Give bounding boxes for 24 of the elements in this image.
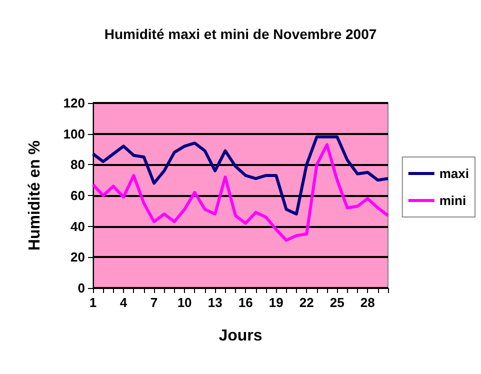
y-tick-label: 0 (78, 280, 85, 296)
x-tick-label: 7 (150, 295, 158, 310)
y-tick-label: 20 (70, 250, 85, 265)
chart-title: Humidité maxi et mini de Novembre 2007 (104, 26, 377, 42)
x-tick-label: 22 (299, 295, 314, 310)
legend-label: maxi (439, 166, 470, 181)
legend-label: mini (439, 193, 466, 208)
x-tick-label: 10 (177, 295, 192, 310)
y-tick-label: 40 (70, 218, 85, 234)
x-tick-label: 1 (89, 295, 97, 310)
line-series (92, 143, 390, 242)
x-tick-label: 19 (268, 295, 284, 310)
y-tick-label: 100 (63, 126, 85, 142)
x-tick-label: 16 (238, 295, 253, 310)
x-tick-label: 28 (360, 295, 375, 310)
y-tick-label: 60 (70, 188, 85, 203)
y-axis-title: Humidité en % (26, 140, 44, 251)
x-tick-label: 25 (330, 295, 344, 310)
line-series (92, 135, 390, 216)
x-tick-label: 13 (208, 295, 222, 310)
x-axis-title: Jours (218, 328, 262, 344)
y-tick-label: 80 (70, 157, 85, 172)
x-tick-label: 4 (120, 295, 128, 310)
y-tick-label: 120 (63, 96, 85, 110)
